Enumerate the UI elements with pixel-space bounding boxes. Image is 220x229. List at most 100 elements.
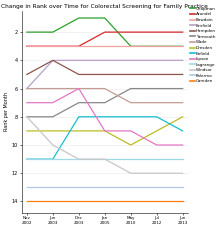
Hampden: [103, 73, 106, 76]
Chapman: [155, 45, 158, 48]
Arundel: [103, 31, 106, 33]
Yarmouth: [181, 87, 184, 90]
Chapman: [26, 31, 28, 33]
Bowdoin: [155, 45, 158, 48]
Enfield: [155, 115, 158, 118]
Hampden: [51, 59, 54, 62]
Lipson: [181, 144, 184, 146]
Chapman: [103, 17, 106, 19]
Lipson: [51, 101, 54, 104]
Legend: Chapman, Arundel, Bowdoin, Fairfield, Hampden, Yarmouth, Wade, Dresden, Enfield,: Chapman, Arundel, Bowdoin, Fairfield, Ha…: [190, 7, 216, 84]
Dresden: [129, 144, 132, 146]
Enfield: [26, 158, 28, 161]
Dresden: [103, 130, 106, 132]
Hampden: [77, 73, 80, 76]
Arundel: [51, 45, 54, 48]
Arundel: [181, 31, 184, 33]
Bowdoin: [103, 45, 106, 48]
Dresden: [51, 130, 54, 132]
Chapman: [51, 31, 54, 33]
Enfield: [51, 158, 54, 161]
Bowdoin: [129, 45, 132, 48]
Fairfield: [77, 59, 80, 62]
Palermo: [77, 186, 80, 189]
Lagrange: [155, 158, 158, 161]
Lagrange: [51, 158, 54, 161]
Enfield: [181, 130, 184, 132]
Lipson: [129, 130, 132, 132]
Yarmouth: [26, 115, 28, 118]
Hampden: [181, 73, 184, 76]
Palermo: [181, 186, 184, 189]
Fairfield: [26, 87, 28, 90]
Line: Dresden: Dresden: [27, 117, 183, 145]
Bowdoin: [51, 45, 54, 48]
Camden: [51, 200, 54, 203]
Camden: [155, 200, 158, 203]
Dresden: [26, 130, 28, 132]
Yarmouth: [129, 87, 132, 90]
Fairfield: [155, 59, 158, 62]
Chapman: [181, 45, 184, 48]
Enfield: [129, 115, 132, 118]
Lagrange: [26, 158, 28, 161]
Camden: [77, 200, 80, 203]
Bowdoin: [77, 45, 80, 48]
Chapman: [77, 17, 80, 19]
Arundel: [77, 45, 80, 48]
Arundel: [155, 31, 158, 33]
Arundel: [129, 31, 132, 33]
Title: Change in Rank over Time for Colorectal Screening for Family Practice: Change in Rank over Time for Colorectal …: [1, 4, 208, 9]
Camden: [26, 200, 28, 203]
Dresden: [77, 130, 80, 132]
Hampden: [155, 73, 158, 76]
Camden: [129, 200, 132, 203]
Line: Windsor: Windsor: [27, 117, 183, 173]
Bowdoin: [26, 45, 28, 48]
Lipson: [77, 87, 80, 90]
Line: Arundel: Arundel: [27, 32, 183, 46]
Lipson: [155, 144, 158, 146]
Line: Enfield: Enfield: [27, 117, 183, 159]
Hampden: [129, 73, 132, 76]
Dresden: [155, 130, 158, 132]
Wade: [103, 87, 106, 90]
Line: Fairfield: Fairfield: [27, 60, 183, 89]
Chapman: [129, 45, 132, 48]
Windsor: [51, 144, 54, 146]
Yarmouth: [103, 101, 106, 104]
Windsor: [77, 158, 80, 161]
Enfield: [103, 115, 106, 118]
Dresden: [181, 115, 184, 118]
Fairfield: [103, 59, 106, 62]
Windsor: [26, 115, 28, 118]
Yarmouth: [155, 87, 158, 90]
Camden: [181, 200, 184, 203]
Fairfield: [51, 59, 54, 62]
Palermo: [103, 186, 106, 189]
Lagrange: [181, 158, 184, 161]
Wade: [181, 101, 184, 104]
Windsor: [155, 172, 158, 175]
Lagrange: [129, 158, 132, 161]
Bowdoin: [181, 45, 184, 48]
Line: Chapman: Chapman: [27, 18, 183, 46]
Y-axis label: Rank per Month: Rank per Month: [4, 92, 9, 131]
Arundel: [26, 45, 28, 48]
Line: Yarmouth: Yarmouth: [27, 89, 183, 117]
Line: Lipson: Lipson: [27, 89, 183, 145]
Hampden: [26, 73, 28, 76]
Fairfield: [129, 59, 132, 62]
Windsor: [129, 172, 132, 175]
Wade: [51, 87, 54, 90]
Lipson: [103, 130, 106, 132]
Line: Hampden: Hampden: [27, 60, 183, 74]
Lipson: [26, 101, 28, 104]
Camden: [103, 200, 106, 203]
Wade: [77, 87, 80, 90]
Wade: [129, 101, 132, 104]
Yarmouth: [77, 101, 80, 104]
Palermo: [129, 186, 132, 189]
Wade: [26, 87, 28, 90]
Wade: [155, 101, 158, 104]
